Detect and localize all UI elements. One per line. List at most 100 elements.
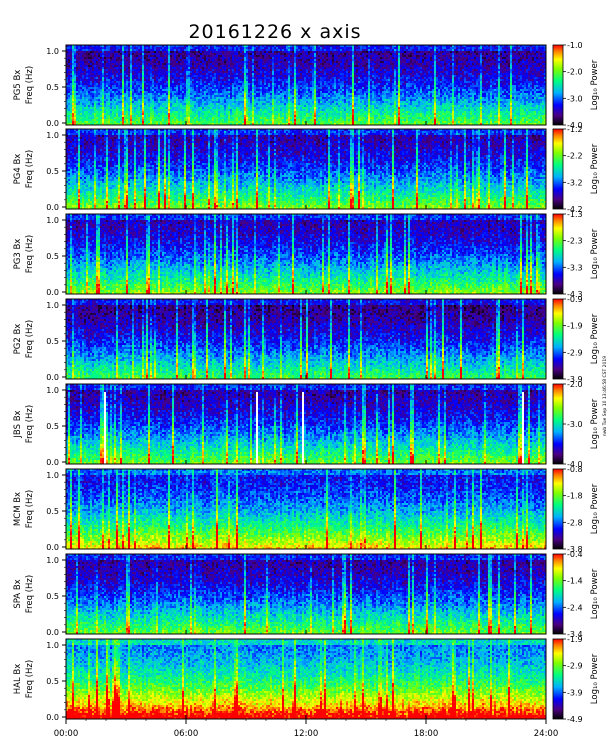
y-tick-label: 1.0: [46, 131, 59, 140]
y-tick-label: 0.5: [46, 252, 59, 261]
colorbar-unit-label: Log₁₀ Power: [590, 398, 600, 449]
x-axis: 00:00 06:00 12:00 18:00 24:00: [54, 719, 559, 739]
colorbar-tick-label: -2.8: [567, 518, 583, 527]
colorbar: [552, 128, 564, 210]
colorbar-tick-label: -4.0: [567, 460, 583, 469]
panel-pg2: 1.0 0.5 0.0 PG2 Bx Freq (Hz) -0.9 -1.9 -2.9 -3.9…: [13, 295, 600, 384]
spectrogram-image: [66, 129, 546, 209]
colorbar-tick-label: -1.3: [567, 210, 583, 219]
x-tick-label: 12:00: [294, 729, 319, 739]
y-tick-label: 0.5: [46, 83, 59, 92]
colorbar-tick-label: -3.0: [567, 94, 583, 103]
colorbar-tick-label: -3.0: [567, 420, 583, 429]
colorbar-tick-label: -3.9: [567, 375, 583, 384]
y-tick-label: 0.5: [46, 422, 59, 431]
colorbar-unit-label: Log₁₀ Power: [590, 228, 600, 279]
y-tick-label: 0.5: [46, 677, 59, 686]
y-tick-label: 0.5: [46, 167, 59, 176]
colorbar-tick-label: -2.3: [567, 237, 583, 246]
colorbar-unit-label: Log₁₀ Power: [590, 483, 600, 534]
colorbar: [552, 383, 564, 465]
colorbar-unit-label: Log₁₀ Power: [590, 59, 600, 110]
y-tick-label: 0.0: [46, 713, 59, 722]
y-tick-label: 0.5: [46, 337, 59, 346]
colorbar-tick-label: -4.0: [567, 121, 583, 130]
colorbar-tick-label: -4.3: [567, 290, 583, 299]
y-tick-label: 0.0: [46, 203, 59, 212]
spectrogram-image: [66, 469, 546, 549]
freq-label: Freq (Hz): [25, 320, 35, 358]
freq-label: Freq (Hz): [25, 405, 35, 443]
colorbar-tick-label: -0.4: [567, 550, 583, 559]
panel-spa: 1.0 0.5 0.0 SPA Bx Freq (Hz) -0.4 -1.4 -2.4 -3.4…: [13, 550, 600, 639]
x-tick-label: 00:00: [54, 729, 79, 739]
colorbar: [552, 298, 564, 380]
freq-label: Freq (Hz): [25, 490, 35, 528]
y-tick-label: 0.5: [46, 592, 59, 601]
colorbar-tick-label: -2.9: [567, 662, 583, 671]
freq-label: Freq (Hz): [25, 66, 35, 104]
spectrogram-image: [66, 299, 546, 379]
colorbar: [552, 553, 564, 635]
colorbar-unit-label: Log₁₀ Power: [590, 653, 600, 704]
station-label: JBS Bx: [13, 410, 23, 438]
y-tick-label: 0.0: [46, 543, 59, 552]
station-label: PG5 Bx: [13, 70, 23, 101]
freq-label: Freq (Hz): [25, 150, 35, 188]
colorbar-tick-label: -2.9: [567, 348, 583, 357]
x-tick-label: 18:00: [414, 729, 439, 739]
colorbar-tick-label: -1.8: [567, 492, 583, 501]
panel-jbs: 1.0 0.5 0.0 JBS Bx Freq (Hz) -2.0 -3.0 -4.0 Log₁…: [13, 380, 600, 469]
y-tick-label: 1.0: [46, 556, 59, 565]
colorbar-tick-label: -1.2: [567, 125, 583, 134]
colorbar-tick-label: -2.0: [567, 68, 583, 77]
y-tick-label: 0.0: [46, 628, 59, 637]
colorbar-tick-label: -4.9: [567, 715, 583, 724]
panel-pg4: 1.0 0.5 0.0 PG4 Bx Freq (Hz) -1.2 -2.2 -3.2 -4.2…: [13, 125, 600, 214]
panel-hal: 1.0 0.5 0.0 HAL Bx Freq (Hz) -1.9 -2.9 -3.9 -4.9…: [13, 635, 600, 724]
x-tick-label: 06:00: [174, 729, 199, 739]
colorbar-tick-label: -1.9: [567, 322, 583, 331]
colorbar-tick-label: -1.9: [567, 635, 583, 644]
colorbar-tick-label: -3.9: [567, 688, 583, 697]
y-tick-label: 1.0: [46, 386, 59, 395]
y-tick-label: 0.5: [46, 507, 59, 516]
y-tick-label: 1.0: [46, 641, 59, 650]
colorbar-unit-label: Log₁₀ Power: [590, 568, 600, 619]
colorbar-unit-label: Log₁₀ Power: [590, 313, 600, 364]
colorbar-tick-label: -2.2: [567, 152, 583, 161]
colorbar: [552, 213, 564, 295]
colorbar: [552, 468, 564, 550]
station-label: MCM Bx: [13, 492, 23, 526]
station-label: HAL Bx: [13, 664, 23, 695]
colorbar-tick-label: -3.4: [567, 630, 583, 639]
colorbar: [552, 638, 564, 720]
panel-mcm: 1.0 0.5 0.0 MCM Bx Freq (Hz) -0.8 -1.8 -2.8 -3.8…: [13, 465, 600, 554]
colorbar-tick-label: -0.8: [567, 465, 583, 474]
panel-pg3: 1.0 0.5 0.0 PG3 Bx Freq (Hz) -1.3 -2.3 -3.3 -4.3…: [13, 210, 600, 299]
timestamp-stamp: nwb Tue Sep 10 13:46:58 CST 2019: [602, 356, 608, 436]
y-tick-label: 0.0: [46, 458, 59, 467]
spectrogram-image: [66, 214, 546, 294]
panel-pg5: 1.0 0.5 0.0 PG5 Bx Freq (Hz) -1.0 -2.0 -3.0 -4.0…: [13, 41, 600, 130]
colorbar: [552, 44, 564, 126]
y-tick-label: 1.0: [46, 301, 59, 310]
colorbar-tick-label: -1.0: [567, 41, 583, 50]
colorbar-tick-label: -3.2: [567, 178, 583, 187]
freq-label: Freq (Hz): [25, 660, 35, 698]
colorbar-tick-label: -3.3: [567, 263, 583, 272]
station-label: PG4 Bx: [13, 154, 23, 185]
y-tick-label: 0.0: [46, 373, 59, 382]
colorbar-tick-label: -0.9: [567, 295, 583, 304]
colorbar-tick-label: -4.2: [567, 205, 583, 214]
figure-title: 20161226 x axis: [188, 21, 361, 43]
colorbar-tick-label: -2.0: [567, 380, 583, 389]
spectrogram-image: [66, 45, 546, 125]
station-label: SPA Bx: [13, 579, 23, 608]
station-label: PG3 Bx: [13, 239, 23, 270]
freq-label: Freq (Hz): [25, 575, 35, 613]
spectrogram-image: [66, 384, 546, 464]
x-tick-label: 24:00: [534, 729, 559, 739]
